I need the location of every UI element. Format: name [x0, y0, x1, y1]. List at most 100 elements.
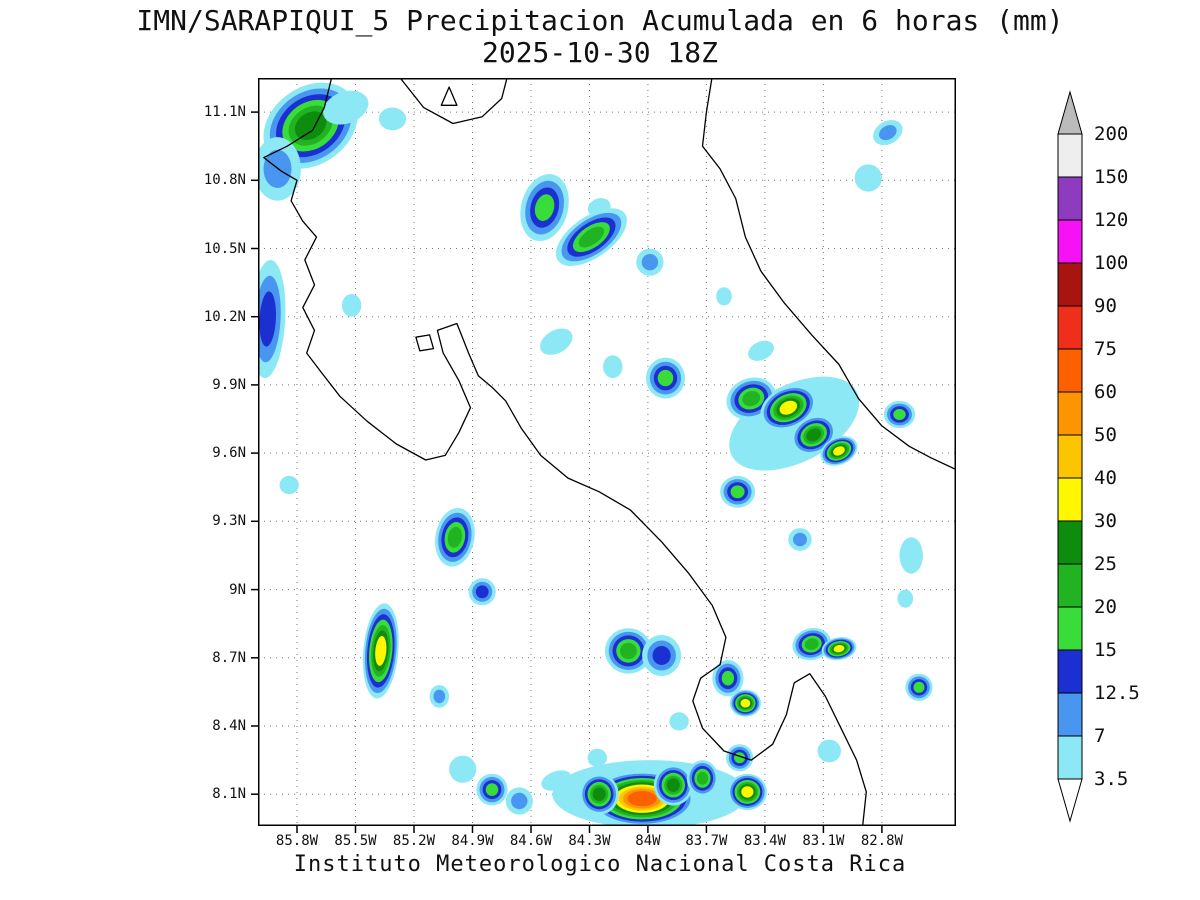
precip-contour	[540, 328, 573, 355]
colorbar-tick-label: 15	[1094, 639, 1117, 661]
precip-contour	[587, 748, 607, 767]
precip-contour	[627, 791, 657, 807]
colorbar-tick-label: 120	[1094, 209, 1129, 231]
colorbar-segment	[1057, 649, 1083, 694]
colorbar-segment	[1057, 391, 1083, 436]
precip-contour	[657, 369, 674, 387]
precip-contour	[433, 689, 446, 704]
colorbar-tick-label: 12.5	[1094, 682, 1140, 704]
x-tick-label: 84W	[635, 833, 661, 849]
precip-contour	[279, 475, 299, 495]
precip-contour	[817, 739, 841, 763]
colorbar-scale	[1057, 90, 1083, 823]
precip-contour	[833, 645, 845, 653]
precip-contour	[485, 783, 499, 796]
y-tick-label: 9.6N	[212, 445, 246, 462]
colorbar-segment	[1057, 692, 1083, 737]
precip-contour	[666, 778, 680, 792]
precip-contour	[375, 635, 387, 666]
precip-contour	[878, 125, 897, 141]
precip-contour	[652, 646, 671, 665]
colorbar-tick-label: 75	[1094, 338, 1117, 360]
colorbar-tick-label: 30	[1094, 510, 1117, 532]
x-tick-label: 84.6W	[509, 833, 553, 849]
colorbar-segment	[1057, 735, 1083, 780]
precip-contour	[793, 532, 807, 547]
pacific-coast	[263, 78, 867, 826]
colorbar-segment	[1057, 176, 1083, 221]
precip-contour	[534, 194, 555, 221]
caribbean-coast	[701, 78, 956, 471]
x-tick-label: 85.8W	[275, 833, 319, 849]
precip-contour	[511, 792, 528, 810]
precip-contour	[897, 589, 914, 608]
y-tick-label: 10.5N	[203, 240, 246, 257]
axis-ticks	[251, 111, 883, 833]
colorbar-tick-label: 40	[1094, 467, 1117, 489]
colorbar-segment	[1057, 434, 1083, 479]
chart-title: IMN/SARAPIQUI_5 Precipitacion Acumulada …	[136, 4, 1064, 37]
precip-contour	[641, 254, 659, 271]
y-tick-label: 8.7N	[212, 649, 246, 666]
precip-contour	[893, 409, 906, 420]
precip-contour	[833, 446, 845, 456]
colorbar-tick-label: 20	[1094, 596, 1117, 618]
x-tick-label: 84.3W	[568, 833, 611, 849]
x-axis-labels: 85.8W 85.5W 85.2W 84.9W 84.6W 84.3W 84W 83.7W 83…	[258, 830, 956, 854]
precip-contour	[541, 770, 572, 791]
x-tick-label: 83.1W	[802, 833, 845, 849]
precip-contour	[378, 107, 407, 131]
chart-subtitle: 2025-10-30 18Z	[481, 36, 718, 69]
precip-contour	[669, 712, 689, 731]
precip-contour	[730, 485, 745, 499]
precip-contour	[913, 681, 925, 693]
lake-nicaragua-shore	[399, 78, 508, 125]
y-tick-label: 9.3N	[212, 513, 246, 530]
colorbar-legend: 200 150 120 100 90 75 60 50 40 30 25 20 15 12.5 7 3.5	[1057, 90, 1198, 837]
colorbar-tick-label: 200	[1094, 123, 1129, 145]
lake-island	[440, 86, 458, 106]
colorbar-tick-label: 7	[1094, 725, 1106, 747]
precip-contour	[447, 526, 463, 548]
colorbar-tick-label: 60	[1094, 381, 1117, 403]
coastline	[263, 78, 956, 826]
colorbar-segment	[1057, 520, 1083, 565]
precip-contour	[721, 670, 735, 686]
precipitation-shading	[258, 82, 933, 826]
y-tick-label: 10.8N	[203, 172, 246, 189]
x-tick-label: 82.8W	[860, 833, 903, 849]
precip-contour	[578, 226, 605, 248]
y-tick-label: 8.1N	[212, 786, 246, 803]
colorbar-above-max-arrow	[1057, 90, 1083, 135]
colorbar-tick-label: 3.5	[1094, 768, 1129, 790]
precip-contour	[779, 400, 798, 415]
colorbar-segment	[1057, 133, 1083, 178]
precip-contour	[854, 164, 882, 192]
precip-contour	[341, 294, 362, 317]
colorbar-segment	[1057, 305, 1083, 350]
colorbar-segment	[1057, 348, 1083, 393]
colorbar-tick-label: 50	[1094, 424, 1117, 446]
colorbar-segment	[1057, 219, 1083, 264]
precip-contour	[741, 786, 754, 798]
colorbar-tick-label: 25	[1094, 553, 1117, 575]
map-plot-area	[251, 78, 956, 833]
x-tick-label: 84.9W	[451, 833, 494, 849]
precip-contour	[742, 390, 761, 407]
x-tick-label: 85.5W	[334, 833, 377, 849]
colorbar-segment	[1057, 477, 1083, 522]
precip-contour	[804, 638, 819, 650]
colorbar-segment	[1057, 563, 1083, 608]
precip-contour	[806, 428, 822, 442]
y-tick-label: 9N	[229, 581, 246, 598]
map-canvas	[251, 78, 956, 833]
footer-caption: Instituto Meteorologico Nacional Costa R…	[293, 852, 907, 877]
precip-contour	[620, 642, 637, 660]
precip-contour	[259, 291, 277, 347]
precip-contour	[696, 771, 709, 785]
chira-island	[415, 334, 435, 352]
colorbar-below-min-arrow	[1057, 778, 1083, 823]
y-axis-labels: 11.1N 10.8N 10.5N 10.2N 9.9N 9.6N 9.3N 9N 8.7N 8.…	[140, 78, 250, 826]
colorbar-tick-label: 90	[1094, 295, 1117, 317]
y-tick-label: 11.1N	[203, 104, 246, 121]
